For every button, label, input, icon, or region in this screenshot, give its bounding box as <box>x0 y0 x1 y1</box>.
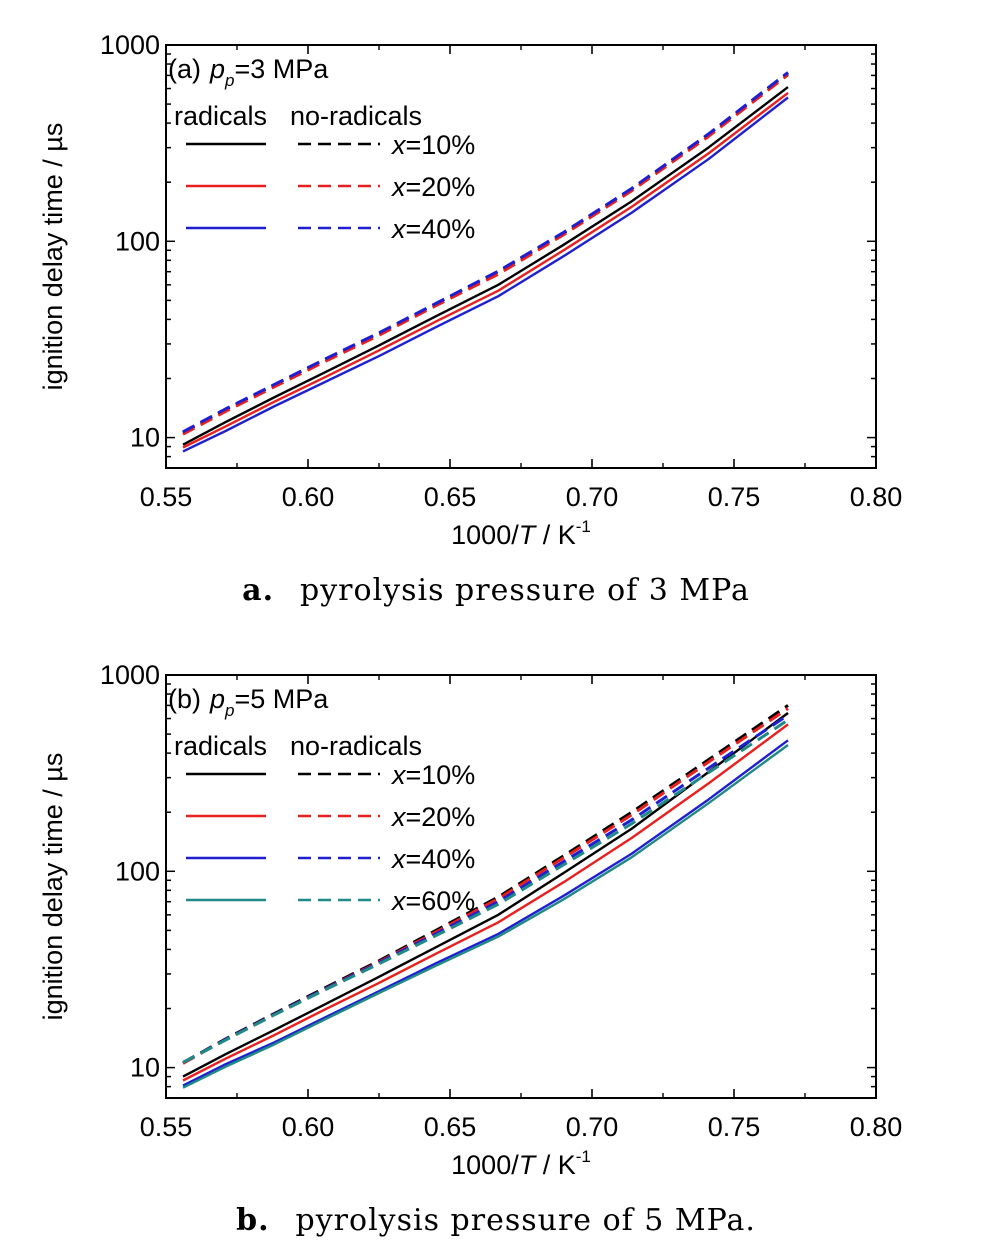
chartb-series-line-solid-x20 <box>182 723 789 1082</box>
chartb-panel-label: (b) <box>168 684 201 714</box>
charta-y-tick-label: 100 <box>115 226 160 256</box>
chartb-legend-label: x=20% <box>390 802 475 832</box>
chartb-y-axis-label: ignition delay time / µs <box>38 753 68 1021</box>
caption-b-letter: b. <box>236 1203 270 1238</box>
chartb-legend-header-dashed: no-radicals <box>290 731 422 761</box>
charta-legend-label: x=40% <box>390 214 475 244</box>
chartb-x-tick-label: 0.60 <box>282 1112 335 1142</box>
chartb-x-tick-label: 0.55 <box>140 1112 193 1142</box>
charta-panel-label: (a) <box>168 54 201 84</box>
chartb-series-line-solid-x40 <box>182 739 789 1087</box>
charta-x-tick-label: 0.75 <box>708 482 761 512</box>
chartb-legend-label: x=60% <box>390 886 475 916</box>
chartb-series-line-solid-x60 <box>182 744 789 1089</box>
caption-a: a. pyrolysis pressure of 3 MPa <box>0 573 992 608</box>
charta-y-tick-label: 10 <box>130 423 160 453</box>
charta-legend-label: x=20% <box>390 172 475 202</box>
chartb-y-tick-label: 100 <box>115 856 160 886</box>
chartb-legend-label: x=40% <box>390 844 475 874</box>
charta-series-line-solid-x40 <box>182 96 789 453</box>
chartb-legend-header-solid: radicals <box>174 731 267 761</box>
chartb-x-axis-label: 1000/T / K-1 <box>451 1147 591 1180</box>
charta-x-axis-label: 1000/T / K-1 <box>451 517 591 550</box>
caption-b-text: pyrolysis pressure of 5 MPa. <box>295 1203 756 1238</box>
charta-x-tick-label: 0.70 <box>566 482 619 512</box>
chartb-series-group <box>182 704 789 1089</box>
chartb-condition-label: pp=5 MPa <box>209 684 329 720</box>
charta-series-line-solid-x10 <box>182 86 789 446</box>
chartb-series-line-dashed-x60 <box>182 718 789 1064</box>
charta-legend-label: x=10% <box>390 130 475 160</box>
chartb-x-tick-label: 0.70 <box>566 1112 619 1142</box>
caption-a-text: pyrolysis pressure of 3 MPa <box>300 573 750 608</box>
chartb-series-line-dashed-x40 <box>182 713 789 1064</box>
charta-series-line-dashed-x20 <box>182 73 789 436</box>
charta-y-tick-label: 1000 <box>100 30 160 60</box>
caption-a-letter: a. <box>242 573 275 608</box>
chartb-legend-label: x=10% <box>390 760 475 790</box>
panel-a: 0.55 0.60 0.65 0.70 0.75 0.80 10 100 1000 1000/T … <box>0 30 992 608</box>
chartb-x-tick-label: 0.75 <box>708 1112 761 1142</box>
panel-b: 0.55 0.60 0.65 0.70 0.75 0.80 10 100 1000 1000/T … <box>0 630 992 1260</box>
charta-x-tick-label: 0.55 <box>140 482 193 512</box>
charta-condition-label: pp=3 MPa <box>209 54 329 90</box>
charta-series-line-dashed-x40 <box>182 71 789 434</box>
charta-series-group <box>182 71 789 453</box>
charta-legend-header-dashed: no-radicals <box>290 101 422 131</box>
chartb-y-tick-label: 10 <box>130 1053 160 1083</box>
chartb-series-line-solid-x10 <box>182 712 789 1078</box>
chart-b: 0.55 0.60 0.65 0.70 0.75 0.80 10 100 1000 1000/T … <box>38 660 903 1180</box>
charta-x-tick-label: 0.80 <box>850 482 903 512</box>
charta-x-tick-label: 0.60 <box>282 482 335 512</box>
chartb-series-line-dashed-x20 <box>182 707 789 1065</box>
charta-series-line-dashed-x10 <box>182 71 789 434</box>
chartb-x-tick-label: 0.80 <box>850 1112 903 1142</box>
charta-y-axis-label: ignition delay time / µs <box>38 123 68 391</box>
chartb-y-tick-label: 1000 <box>100 660 160 690</box>
chart-a: 0.55 0.60 0.65 0.70 0.75 0.80 10 100 1000 1000/T … <box>38 30 903 550</box>
caption-b: b. pyrolysis pressure of 5 MPa. <box>0 1203 992 1238</box>
charta-x-tick-label: 0.65 <box>424 482 477 512</box>
charta-legend-header-solid: radicals <box>174 101 267 131</box>
chartb-x-tick-label: 0.65 <box>424 1112 477 1142</box>
charta-series-line-solid-x20 <box>182 91 789 449</box>
chartb-series-line-dashed-x10 <box>182 704 789 1064</box>
